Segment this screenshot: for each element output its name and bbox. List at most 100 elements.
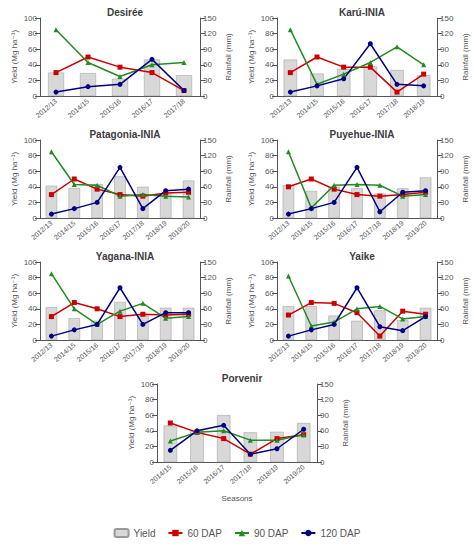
svg-text:90: 90 (203, 45, 212, 54)
svg-text:Desirée: Desirée (107, 7, 144, 18)
svg-text:0: 0 (203, 92, 208, 101)
svg-text:90: 90 (440, 289, 449, 298)
svg-text:100: 100 (141, 380, 155, 389)
svg-text:60: 60 (320, 426, 329, 435)
svg-text:0: 0 (33, 92, 38, 101)
svg-text:Rainfall (mm): Rainfall (mm) (224, 155, 233, 203)
svg-text:30: 30 (320, 442, 329, 451)
svg-text:0: 0 (440, 92, 445, 101)
svg-text:40: 40 (28, 304, 37, 313)
svg-text:2017/18: 2017/18 (121, 219, 145, 241)
svg-text:0: 0 (270, 92, 275, 101)
svg-text:Yaike: Yaike (349, 251, 375, 262)
svg-text:2014/15: 2014/15 (53, 341, 77, 363)
svg-text:0: 0 (203, 336, 208, 345)
svg-text:60: 60 (28, 167, 37, 176)
svg-text:120: 120 (440, 273, 454, 282)
svg-text:40: 40 (145, 426, 154, 435)
svg-text:2015/16: 2015/16 (76, 341, 100, 363)
svg-text:20: 20 (265, 76, 274, 85)
svg-text:Rainfall (mm): Rainfall (mm) (224, 33, 233, 81)
svg-text:2014/15: 2014/15 (66, 97, 90, 119)
svg-text:90: 90 (203, 289, 212, 298)
svg-text:Rainfall (mm): Rainfall (mm) (224, 277, 233, 325)
svg-text:80: 80 (265, 29, 274, 38)
svg-text:80: 80 (145, 395, 154, 404)
svg-text:2016/17: 2016/17 (349, 97, 373, 119)
svg-text:80: 80 (265, 151, 274, 160)
svg-text:Porvenir: Porvenir (222, 373, 263, 384)
svg-text:Yield (Mg ha⁻¹): Yield (Mg ha⁻¹) (127, 396, 136, 451)
svg-text:Puyehue-INIA: Puyehue-INIA (329, 129, 394, 140)
svg-text:150: 150 (440, 136, 454, 145)
svg-text:120: 120 (203, 151, 217, 160)
svg-text:2014/15: 2014/15 (149, 463, 173, 485)
svg-text:2018/19: 2018/19 (144, 219, 168, 241)
svg-text:20: 20 (28, 320, 37, 329)
svg-text:120: 120 (320, 395, 334, 404)
svg-text:100: 100 (24, 136, 38, 145)
svg-text:120: 120 (440, 151, 454, 160)
svg-text:2019/20: 2019/20 (282, 463, 306, 485)
svg-text:Yield (Mg ha⁻¹): Yield (Mg ha⁻¹) (10, 274, 19, 329)
svg-text:2015/16: 2015/16 (313, 341, 337, 363)
svg-text:2015/16: 2015/16 (76, 219, 100, 241)
svg-text:40: 40 (28, 60, 37, 69)
svg-text:20: 20 (28, 198, 37, 207)
svg-text:2017/18: 2017/18 (358, 219, 382, 241)
svg-text:150: 150 (320, 380, 334, 389)
svg-text:40: 40 (265, 182, 274, 191)
svg-text:2018/19: 2018/19 (381, 219, 405, 241)
svg-text:Yield (Mg ha⁻¹): Yield (Mg ha⁻¹) (10, 30, 19, 85)
svg-text:2017/18: 2017/18 (229, 463, 253, 485)
svg-text:80: 80 (28, 29, 37, 38)
svg-text:Yield (Mg ha⁻¹): Yield (Mg ha⁻¹) (247, 274, 256, 329)
svg-text:2012/13: 2012/13 (34, 97, 58, 119)
svg-text:150: 150 (203, 136, 217, 145)
svg-text:2018/19: 2018/19 (402, 97, 426, 119)
svg-text:2012/13: 2012/13 (267, 341, 291, 363)
svg-text:2016/17: 2016/17 (98, 341, 122, 363)
svg-text:2015/16: 2015/16 (98, 97, 122, 119)
svg-text:2014/15: 2014/15 (290, 341, 314, 363)
svg-text:2016/17: 2016/17 (202, 463, 226, 485)
svg-text:60: 60 (28, 45, 37, 54)
svg-text:2012/13: 2012/13 (30, 341, 54, 363)
svg-text:60: 60 (265, 289, 274, 298)
svg-text:2014/15: 2014/15 (295, 97, 319, 119)
svg-text:0: 0 (33, 336, 38, 345)
svg-text:20: 20 (145, 442, 154, 451)
svg-text:60: 60 (203, 304, 212, 313)
svg-text:0: 0 (320, 458, 325, 467)
svg-text:2019/20: 2019/20 (167, 341, 191, 363)
svg-text:2017/18: 2017/18 (162, 97, 186, 119)
svg-text:2016/17: 2016/17 (335, 341, 359, 363)
svg-text:80: 80 (28, 151, 37, 160)
svg-text:2015/16: 2015/16 (313, 219, 337, 241)
svg-text:0: 0 (150, 458, 155, 467)
svg-text:120: 120 (440, 29, 454, 38)
svg-text:Rainfall (mm): Rainfall (mm) (341, 399, 350, 447)
svg-text:2017/18: 2017/18 (358, 341, 382, 363)
svg-text:90: 90 (440, 167, 449, 176)
svg-text:Rainfall (mm): Rainfall (mm) (461, 277, 470, 325)
svg-text:60: 60 (203, 182, 212, 191)
svg-text:60: 60 (28, 289, 37, 298)
svg-text:90: 90 (320, 411, 329, 420)
svg-text:Rainfall (mm): Rainfall (mm) (461, 155, 470, 203)
svg-text:120: 120 (203, 273, 217, 282)
svg-text:60: 60 (440, 304, 449, 313)
svg-text:0: 0 (440, 214, 445, 223)
svg-text:0: 0 (203, 214, 208, 223)
svg-text:Karú-INIA: Karú-INIA (339, 7, 385, 18)
svg-text:2014/15: 2014/15 (53, 219, 77, 241)
svg-text:2019/20: 2019/20 (404, 219, 428, 241)
svg-text:60: 60 (440, 60, 449, 69)
svg-text:30: 30 (203, 198, 212, 207)
svg-text:2012/13: 2012/13 (267, 219, 291, 241)
svg-text:0: 0 (270, 336, 275, 345)
svg-text:30: 30 (203, 76, 212, 85)
svg-text:60: 60 (265, 167, 274, 176)
svg-text:40: 40 (265, 304, 274, 313)
svg-text:2017/18: 2017/18 (121, 341, 145, 363)
